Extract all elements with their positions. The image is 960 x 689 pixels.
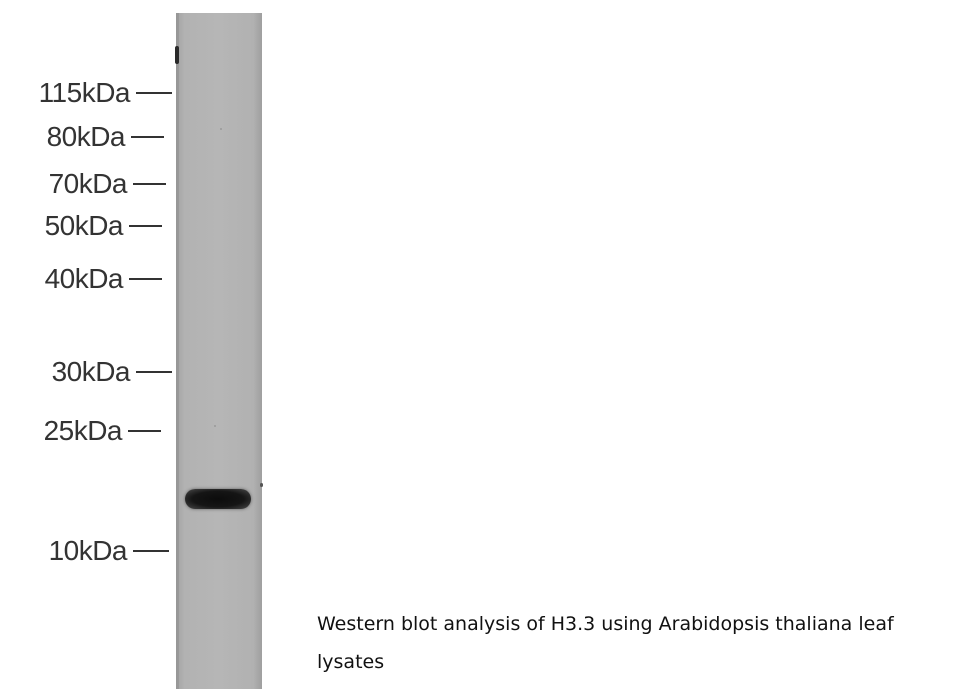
marker-30kda: 30kDa xyxy=(0,355,172,389)
marker-label: 50kDa xyxy=(44,210,124,241)
marker-tick xyxy=(129,278,162,280)
marker-tick xyxy=(129,225,162,227)
marker-tick xyxy=(136,371,172,373)
lane-edge-mark xyxy=(260,483,263,487)
lane-edge xyxy=(176,13,179,689)
marker-label: 10kDa xyxy=(48,535,128,566)
marker-80kda: 80kDa xyxy=(0,120,164,154)
marker-tick xyxy=(133,550,169,552)
marker-tick xyxy=(131,136,164,138)
marker-label: 70kDa xyxy=(48,168,128,199)
protein-band xyxy=(185,489,251,509)
blot-lane xyxy=(175,13,263,689)
marker-115kda: 115kDa xyxy=(0,76,172,110)
marker-tick xyxy=(136,92,172,94)
marker-40kda: 40kDa xyxy=(0,262,162,296)
background-speck xyxy=(214,425,216,427)
marker-label: 40kDa xyxy=(44,263,124,294)
marker-label: 25kDa xyxy=(43,415,123,446)
marker-10kda: 10kDa xyxy=(0,534,169,568)
marker-tick xyxy=(128,430,161,432)
lane-top-mark xyxy=(175,46,179,64)
background-speck xyxy=(220,128,222,130)
marker-tick xyxy=(133,183,166,185)
marker-label: 80kDa xyxy=(46,121,126,152)
marker-label: 30kDa xyxy=(51,356,131,387)
marker-70kda: 70kDa xyxy=(0,167,166,201)
marker-25kda: 25kDa xyxy=(0,414,161,448)
figure-caption: Western blot analysis of H3.3 using Arab… xyxy=(317,613,894,673)
marker-50kda: 50kDa xyxy=(0,209,162,243)
marker-label: 115kDa xyxy=(38,77,131,108)
